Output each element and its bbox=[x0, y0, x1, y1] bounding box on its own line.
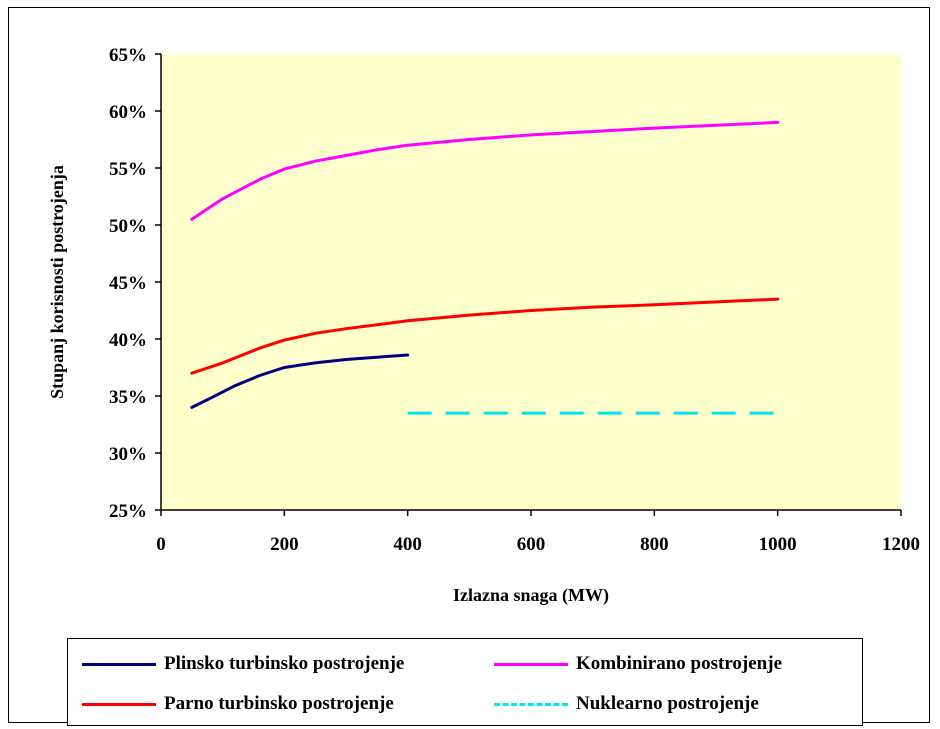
y-tick-label: 55% bbox=[109, 159, 147, 180]
y-tick-label: 25% bbox=[109, 501, 147, 522]
x-tick-label: 1000 bbox=[759, 534, 797, 555]
ticks-layer: 25% 30% 35% 40% 45% 50% 55% 60% 65% 0 200 400 600 800… bbox=[109, 45, 920, 555]
legend-item-plinsko: Plinsko turbinsko postrojenje bbox=[82, 649, 404, 679]
x-tick-label: 1200 bbox=[882, 534, 920, 555]
x-tick-label: 800 bbox=[640, 534, 669, 555]
legend-label-plinsko: Plinsko turbinsko postrojenje bbox=[164, 653, 405, 674]
legend-swatch-nuklearno bbox=[494, 702, 568, 706]
y-tick-label: 65% bbox=[109, 45, 147, 66]
series-line-1 bbox=[190, 120, 780, 221]
legend-item-nuklearno: Nuklearno postrojenje bbox=[494, 689, 759, 719]
legend-swatch-kombinirano bbox=[494, 662, 568, 666]
plot-area bbox=[161, 54, 901, 510]
y-tick-label: 50% bbox=[109, 216, 147, 237]
y-tick-label: 45% bbox=[109, 273, 147, 294]
chart-svg: 25% 30% 35% 40% 45% 50% 55% 60% 65% 0 200 400 600 800… bbox=[47, 45, 920, 606]
legend-swatch-parno bbox=[82, 702, 156, 706]
series-layer bbox=[190, 120, 780, 415]
legend-label-parno: Parno turbinsko postrojenje bbox=[164, 693, 394, 714]
x-tick-label: 0 bbox=[156, 534, 166, 555]
legend-item-parno: Parno turbinsko postrojenje bbox=[82, 689, 394, 719]
series-line-2 bbox=[190, 297, 780, 375]
x-tick-label: 400 bbox=[393, 534, 422, 555]
legend-swatch-plinsko bbox=[82, 662, 156, 666]
x-tick-label: 600 bbox=[517, 534, 546, 555]
x-tick-label: 200 bbox=[270, 534, 299, 555]
y-axis-title: Stupanj korisnosti postrojenja bbox=[47, 165, 67, 399]
legend-item-kombinirano: Kombinirano postrojenje bbox=[494, 649, 782, 679]
y-tick-label: 30% bbox=[109, 444, 147, 465]
y-tick-label: 35% bbox=[109, 387, 147, 408]
legend: Plinsko turbinsko postrojenje Kombiniran… bbox=[67, 638, 863, 726]
y-tick-label: 40% bbox=[109, 330, 147, 351]
legend-label-kombinirano: Kombinirano postrojenje bbox=[576, 653, 783, 674]
chart-frame: 25% 30% 35% 40% 45% 50% 55% 60% 65% 0 200 400 600 800… bbox=[8, 7, 930, 726]
y-tick-label: 60% bbox=[109, 102, 147, 123]
series-line-0 bbox=[190, 353, 410, 409]
legend-label-nuklearno: Nuklearno postrojenje bbox=[576, 693, 759, 714]
x-axis-title: Izlazna snaga (MW) bbox=[453, 585, 609, 606]
